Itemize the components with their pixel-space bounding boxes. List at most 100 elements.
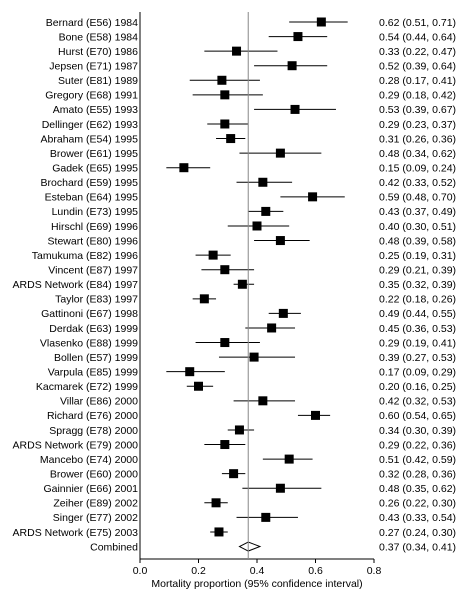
study-row: Amato (E55) 1993 0.53 (0.39, 0.67) bbox=[53, 104, 456, 116]
x-tick-label: 0.6 bbox=[308, 565, 323, 577]
study-11-label: Gadek (E65) 1995 bbox=[52, 163, 138, 175]
study-12-label: Brochard (E59) 1995 bbox=[41, 177, 139, 189]
study-5-ci-text: 0.28 (0.17, 0.41) bbox=[379, 75, 456, 87]
study-26-label: Kacmarek (E72) 1999 bbox=[36, 381, 138, 393]
study-18-ci-text: 0.29 (0.21, 0.39) bbox=[379, 264, 456, 276]
study-19-label: ARDS Network (E84) 1997 bbox=[13, 279, 139, 291]
study-13-label: Esteban (E64) 1995 bbox=[45, 192, 139, 204]
study-1-point bbox=[316, 17, 326, 27]
study-18-label: Vincent (E87) 1997 bbox=[48, 264, 138, 276]
study-6-label: Gregory (E68) 1991 bbox=[45, 90, 138, 102]
study-17-ci-text: 0.25 (0.19, 0.31) bbox=[379, 250, 456, 262]
study-9-label: Abraham (E54) 1995 bbox=[41, 133, 139, 145]
study-6-ci-text: 0.29 (0.18, 0.42) bbox=[379, 90, 456, 102]
study-row: Mancebo (E74) 2000 0.51 (0.42, 0.59) bbox=[40, 454, 456, 466]
study-row: Kacmarek (E72) 1999 0.20 (0.16, 0.25) bbox=[36, 381, 456, 393]
study-21-ci-text: 0.49 (0.44, 0.55) bbox=[379, 308, 456, 320]
study-2-ci-text: 0.54 (0.44, 0.64) bbox=[379, 31, 456, 43]
study-row: Hurst (E70) 1986 0.33 (0.22, 0.47) bbox=[58, 46, 456, 58]
study-7-label: Amato (E55) 1993 bbox=[53, 104, 138, 116]
study-10-label: Brower (E61) 1995 bbox=[50, 148, 138, 160]
study-35-point bbox=[261, 512, 271, 522]
study-25-ci-text: 0.17 (0.09, 0.29) bbox=[379, 366, 456, 378]
study-27-label: Villar (E86) 2000 bbox=[60, 396, 138, 408]
study-24-label: Bollen (E57) 1999 bbox=[54, 352, 138, 364]
study-20-ci-text: 0.22 (0.18, 0.26) bbox=[379, 294, 456, 306]
study-1-label: Bernard (E56) 1984 bbox=[46, 17, 138, 29]
study-18-point bbox=[220, 265, 230, 275]
x-tick-label: 0.8 bbox=[367, 565, 382, 577]
study-33-point bbox=[275, 483, 285, 493]
study-17-label: Tamukuma (E82) 1996 bbox=[32, 250, 138, 262]
study-3-label: Hurst (E70) 1986 bbox=[58, 46, 138, 58]
x-tick-label: 0.2 bbox=[191, 565, 206, 577]
study-6-point bbox=[220, 90, 230, 100]
study-22-point bbox=[267, 323, 277, 333]
study-7-point bbox=[290, 104, 300, 114]
combined-row: Combined 0.37 (0.34, 0.41) bbox=[90, 541, 456, 553]
study-row: Zeiher (E89) 2002 0.26 (0.22, 0.30) bbox=[53, 498, 456, 510]
study-33-ci-text: 0.48 (0.35, 0.62) bbox=[379, 483, 456, 495]
study-row: Esteban (E64) 1995 0.59 (0.48, 0.70) bbox=[45, 192, 456, 204]
study-23-ci-text: 0.29 (0.19, 0.41) bbox=[379, 337, 456, 349]
study-21-label: Gattinoni (E67) 1998 bbox=[41, 308, 138, 320]
x-axis: 0.0 0.2 0.4 0.6 0.8 Mortality proportion (95… bbox=[133, 12, 382, 590]
study-30-ci-text: 0.29 (0.22, 0.36) bbox=[379, 439, 456, 451]
study-28-label: Richard (E76) 2000 bbox=[47, 410, 138, 422]
combined-ci-text: 0.37 (0.34, 0.41) bbox=[379, 541, 456, 553]
study-1-ci-text: 0.62 (0.51, 0.71) bbox=[379, 17, 456, 29]
study-row: Spragg (E78) 2000 0.34 (0.30, 0.39) bbox=[49, 425, 456, 437]
study-row: Gadek (E65) 1995 0.15 (0.09, 0.24) bbox=[52, 163, 456, 175]
study-20-label: Taylor (E83) 1997 bbox=[55, 294, 138, 306]
study-row: Vlasenko (E88) 1999 0.29 (0.19, 0.41) bbox=[40, 337, 456, 349]
study-28-point bbox=[311, 410, 320, 420]
study-row: Abraham (E54) 1995 0.31 (0.26, 0.36) bbox=[41, 133, 457, 145]
study-16-label: Stewart (E80) 1996 bbox=[48, 235, 139, 247]
study-36-point bbox=[214, 527, 224, 537]
study-22-label: Derdak (E63) 1999 bbox=[49, 323, 138, 335]
study-row: Gattinoni (E67) 1998 0.49 (0.44, 0.55) bbox=[41, 308, 456, 320]
study-27-point bbox=[258, 396, 268, 406]
study-row: ARDS Network (E75) 2003 0.27 (0.24, 0.30) bbox=[13, 527, 457, 539]
combined-diamond bbox=[238, 541, 262, 552]
study-28-ci-text: 0.60 (0.54, 0.65) bbox=[379, 410, 456, 422]
study-32-point bbox=[229, 469, 239, 479]
study-row: Richard (E76) 2000 0.60 (0.54, 0.65) bbox=[47, 410, 456, 422]
study-row: Gregory (E68) 1991 0.29 (0.18, 0.42) bbox=[45, 90, 456, 102]
study-10-ci-text: 0.48 (0.34, 0.62) bbox=[379, 148, 456, 160]
study-row: ARDS Network (E84) 1997 0.35 (0.32, 0.39) bbox=[13, 279, 457, 291]
study-row: Villar (E86) 2000 0.42 (0.32, 0.53) bbox=[60, 396, 456, 408]
study-4-label: Jepsen (E71) 1987 bbox=[49, 61, 138, 73]
study-30-point bbox=[220, 440, 230, 450]
study-2-label: Bone (E58) 1984 bbox=[59, 31, 139, 43]
study-30-label: ARDS Network (E79) 2000 bbox=[13, 439, 139, 451]
x-tick-label: 0.4 bbox=[250, 565, 265, 577]
study-row: Gainnier (E66) 2001 0.48 (0.35, 0.62) bbox=[43, 483, 456, 495]
study-34-ci-text: 0.26 (0.22, 0.30) bbox=[379, 498, 456, 510]
study-row: Varpula (E85) 1999 0.17 (0.09, 0.29) bbox=[48, 366, 456, 378]
study-17-point bbox=[208, 250, 218, 260]
study-row: Derdak (E63) 1999 0.45 (0.36, 0.53) bbox=[49, 323, 456, 335]
study-3-ci-text: 0.33 (0.22, 0.47) bbox=[379, 46, 456, 58]
study-row: Bone (E58) 1984 0.54 (0.44, 0.64) bbox=[59, 31, 456, 43]
study-29-point bbox=[234, 425, 244, 435]
study-11-ci-text: 0.15 (0.09, 0.24) bbox=[379, 163, 456, 175]
study-35-label: Singer (E77) 2002 bbox=[53, 512, 138, 524]
study-31-label: Mancebo (E74) 2000 bbox=[40, 454, 138, 466]
study-3-point bbox=[232, 46, 242, 56]
study-24-point bbox=[249, 352, 259, 362]
study-8-ci-text: 0.29 (0.23, 0.37) bbox=[379, 119, 456, 131]
study-row: Bollen (E57) 1999 0.39 (0.27, 0.53) bbox=[54, 352, 456, 364]
study-2-point bbox=[293, 32, 303, 42]
study-13-point bbox=[308, 192, 318, 202]
study-26-point bbox=[194, 381, 203, 391]
study-22-ci-text: 0.45 (0.36, 0.53) bbox=[379, 323, 456, 335]
study-33-label: Gainnier (E66) 2001 bbox=[43, 483, 138, 495]
study-25-point bbox=[185, 367, 195, 377]
study-14-point bbox=[261, 206, 271, 216]
study-12-ci-text: 0.42 (0.33, 0.52) bbox=[379, 177, 456, 189]
study-5-point bbox=[217, 75, 227, 85]
study-23-label: Vlasenko (E88) 1999 bbox=[40, 337, 138, 349]
study-23-point bbox=[220, 338, 230, 348]
study-36-ci-text: 0.27 (0.24, 0.30) bbox=[379, 527, 456, 539]
